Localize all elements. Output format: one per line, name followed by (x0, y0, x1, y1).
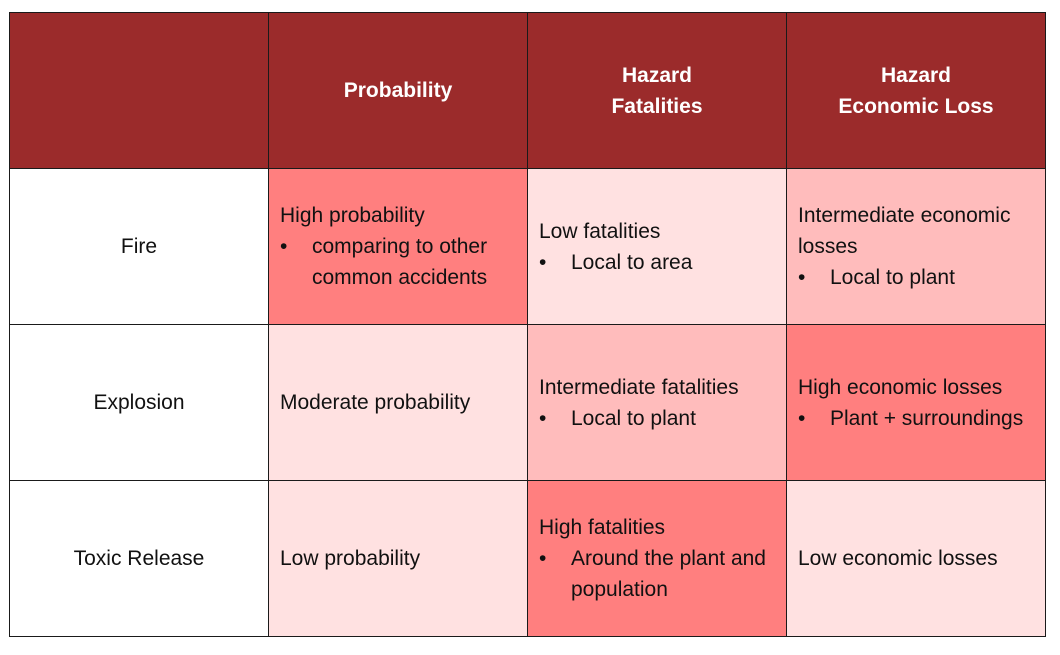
bullet-item: • Local to area (539, 247, 778, 278)
bullet-text: Around the plant and population (571, 547, 766, 601)
matrix-cell: Low probability (268, 480, 528, 637)
bullet-icon: • (798, 406, 806, 430)
bullet-text: Plant + surroundings (830, 406, 1024, 430)
bullet-icon: • (539, 250, 547, 274)
bullet-item: • Around the plant and population (539, 543, 778, 605)
cell-text: High probability (280, 204, 425, 227)
bullet-icon: • (280, 235, 288, 258)
bullet-icon: • (798, 266, 806, 289)
matrix-body: Fire High probability • comparing to other … (9, 168, 1046, 637)
table-row: Fire High probability • comparing to other … (9, 168, 1046, 325)
cell-text: Low economic losses (798, 547, 998, 570)
matrix-cell: High fatalities • Around the plant and pop… (527, 480, 787, 637)
header-line: Fatalities (611, 94, 703, 118)
bullet-icon: • (539, 406, 547, 430)
matrix-cell: Intermediate fatalities • Local to plant (527, 324, 787, 481)
bullet-text: comparing to other common accidents (312, 235, 488, 289)
matrix-cell: Low fatalities • Local to area (527, 168, 787, 325)
cell-text: High fatalities (539, 516, 666, 539)
table-row: Toxic Release Low probability High fatalit… (9, 480, 1046, 637)
matrix-cell: Intermediate economic losses • Local to pl… (786, 168, 1046, 325)
bullet-item: • Plant + surroundings (798, 403, 1037, 434)
bullet-text: Local to plant (830, 266, 955, 289)
header-hazard-economic-loss: Hazard Economic Loss (786, 12, 1046, 169)
cell-text: Low probability (280, 547, 421, 570)
bullet-text: Local to area (571, 250, 693, 274)
cell-text: Low fatalities (539, 219, 661, 243)
bullet-text: Local to plant (571, 406, 696, 430)
cell-text: Moderate probability (280, 391, 471, 414)
matrix-cell: Low economic losses (786, 480, 1046, 637)
cell-text: High economic losses (798, 375, 1003, 399)
header-line: Hazard (880, 63, 952, 87)
header-row: Probability Hazard Fatalities Hazard Eco… (9, 12, 1046, 169)
bullet-item: • comparing to other common accidents (280, 231, 519, 293)
header-probability: Probability (268, 12, 528, 169)
cell-text: Intermediate fatalities (539, 375, 739, 399)
matrix-cell: Moderate probability (268, 324, 528, 481)
header-hazard-fatalities: Hazard Fatalities (527, 12, 787, 169)
matrix-cell: High probability • comparing to other comm… (268, 168, 528, 325)
header-corner-cell (9, 12, 269, 169)
header-line: Probability (343, 79, 453, 102)
row-label: Toxic Release (9, 480, 269, 637)
header-line: Economic Loss (838, 94, 994, 118)
bullet-item: • Local to plant (798, 262, 1037, 293)
risk-matrix-table: Probability Hazard Fatalities Hazard Eco… (9, 12, 1046, 637)
header-line: Hazard (621, 63, 693, 87)
matrix-cell: High economic losses • Plant + surrounding… (786, 324, 1046, 481)
bullet-icon: • (539, 547, 547, 570)
row-label: Fire (9, 168, 269, 325)
row-label: Explosion (9, 324, 269, 481)
cell-text: Intermediate economic losses (798, 204, 1011, 258)
table-row: Explosion Moderate probability Intermediat… (9, 324, 1046, 481)
bullet-item: • Local to plant (539, 403, 778, 434)
